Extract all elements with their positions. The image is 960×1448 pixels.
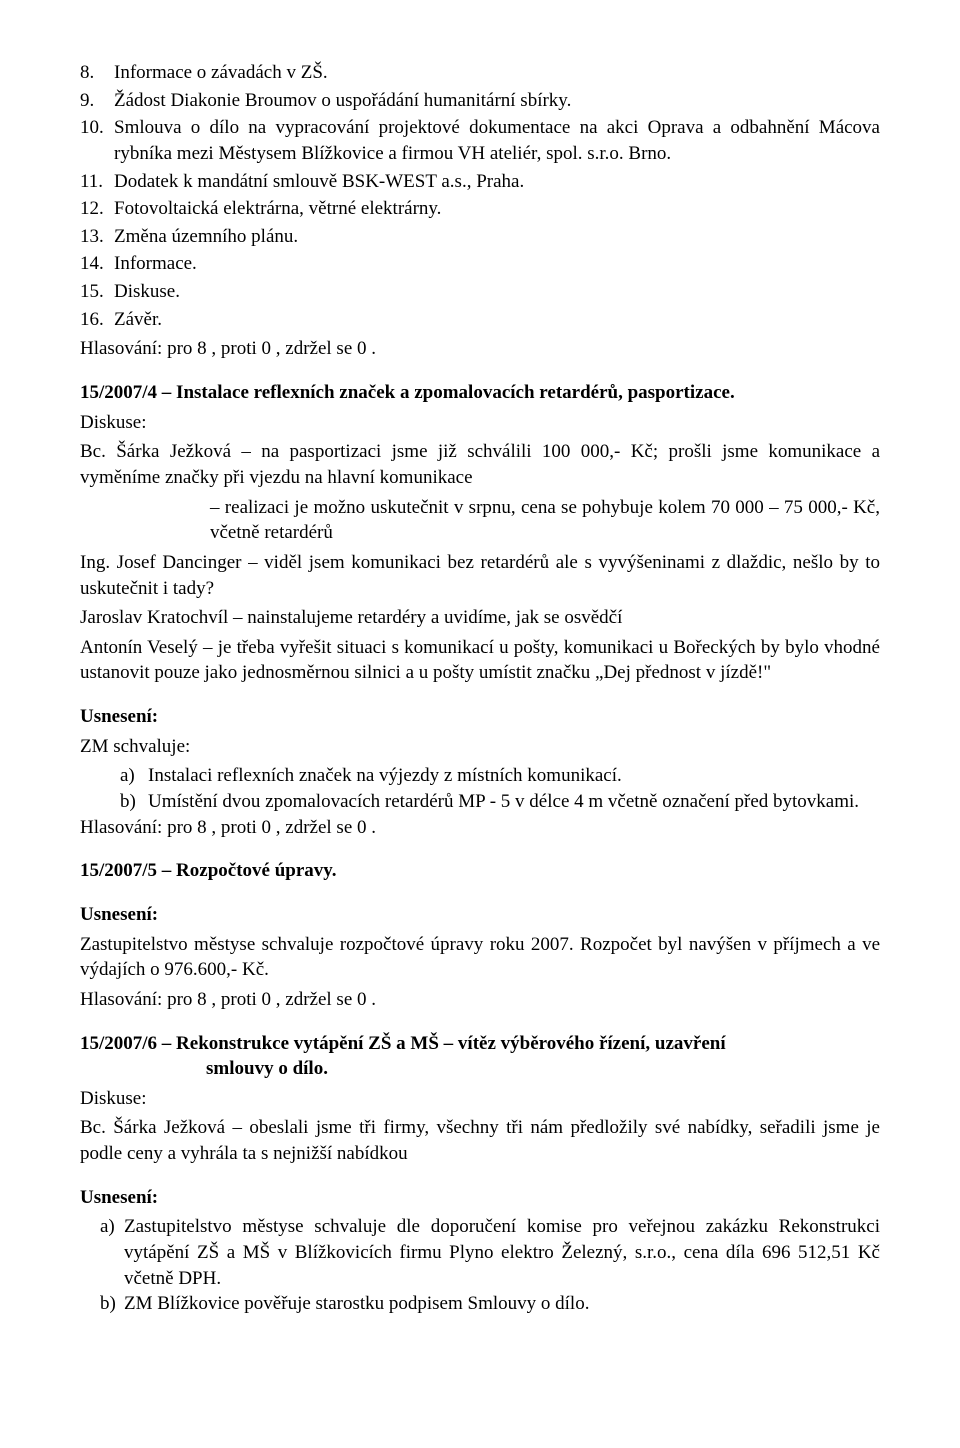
- letter-a: a): [100, 1214, 124, 1291]
- diskuse-label: Diskuse:: [80, 410, 880, 436]
- agenda-item: 16. Závěr.: [80, 307, 880, 333]
- agenda-num: 11.: [80, 169, 114, 195]
- zm-schvaluje-label: ZM schvaluje:: [80, 734, 880, 760]
- agenda-num: 9.: [80, 88, 114, 114]
- discussion-entry: Antonín Veselý – je třeba vyřešit situac…: [80, 635, 880, 686]
- resolution-text: Zastupitelstvo městyse schvaluje rozpočt…: [80, 932, 880, 983]
- resolution-text: Zastupitelstvo městyse schvaluje dle dop…: [124, 1214, 880, 1291]
- vote-result: Hlasování: pro 8 , proti 0 , zdržel se 0…: [80, 336, 880, 362]
- vote-result: Hlasování: pro 8 , proti 0 , zdržel se 0…: [80, 815, 880, 841]
- letter-a: a): [120, 763, 148, 789]
- letter-b: b): [100, 1291, 124, 1317]
- section-heading-6-line1: 15/2007/6 – Rekonstrukce vytápění ZŠ a M…: [80, 1031, 880, 1057]
- agenda-text: Informace o závadách v ZŠ.: [114, 60, 328, 86]
- section-heading-4: 15/2007/4 – Instalace reflexních značek …: [80, 380, 880, 406]
- agenda-item: 14. Informace.: [80, 251, 880, 277]
- agenda-item: 15. Diskuse.: [80, 279, 880, 305]
- discussion-entry: Ing. Josef Dancinger – viděl jsem komuni…: [80, 550, 880, 601]
- agenda-text: Informace.: [114, 251, 197, 277]
- resolution-item-b: b) Umístění dvou zpomalovacích retardérů…: [120, 789, 880, 815]
- agenda-text: Fotovoltaická elektrárna, větrné elektrá…: [114, 196, 441, 222]
- discussion-entry: Bc. Šárka Ježková – na pasportizaci jsme…: [80, 439, 880, 490]
- agenda-item: 11. Dodatek k mandátní smlouvě BSK-WEST …: [80, 169, 880, 195]
- agenda-item: 8. Informace o závadách v ZŠ.: [80, 60, 880, 86]
- agenda-num: 16.: [80, 307, 114, 333]
- agenda-num: 12.: [80, 196, 114, 222]
- resolution-item-b: b) ZM Blížkovice pověřuje starostku podp…: [100, 1291, 880, 1317]
- resolution-item-a: a) Zastupitelstvo městyse schvaluje dle …: [100, 1214, 880, 1291]
- agenda-list: 8. Informace o závadách v ZŠ. 9. Žádost …: [80, 60, 880, 332]
- section-heading-5: 15/2007/5 – Rozpočtové úpravy.: [80, 858, 880, 884]
- agenda-text: Změna územního plánu.: [114, 224, 298, 250]
- agenda-num: 8.: [80, 60, 114, 86]
- usneseni-label: Usnesení:: [80, 902, 880, 928]
- resolution-text: Instalaci reflexních značek na výjezdy z…: [148, 763, 622, 789]
- usneseni-label: Usnesení:: [80, 704, 880, 730]
- discussion-entry: Jaroslav Kratochvíl – nainstalujeme reta…: [80, 605, 880, 631]
- agenda-num: 13.: [80, 224, 114, 250]
- agenda-item: 9. Žádost Diakonie Broumov o uspořádání …: [80, 88, 880, 114]
- agenda-num: 14.: [80, 251, 114, 277]
- agenda-num: 10.: [80, 115, 114, 166]
- agenda-text: Dodatek k mandátní smlouvě BSK-WEST a.s.…: [114, 169, 524, 195]
- letter-b: b): [120, 789, 148, 815]
- resolution-item-a: a) Instalaci reflexních značek na výjezd…: [120, 763, 880, 789]
- resolution-text: Umístění dvou zpomalovacích retardérů MP…: [148, 789, 859, 815]
- diskuse-label: Diskuse:: [80, 1086, 880, 1112]
- agenda-text: Smlouva o dílo na vypracování projektové…: [114, 115, 880, 166]
- agenda-num: 15.: [80, 279, 114, 305]
- agenda-item: 13. Změna územního plánu.: [80, 224, 880, 250]
- agenda-text: Diskuse.: [114, 279, 180, 305]
- section-heading-6-line2: smlouvy o dílo.: [206, 1056, 880, 1082]
- agenda-text: Závěr.: [114, 307, 162, 333]
- usneseni-label: Usnesení:: [80, 1185, 880, 1211]
- resolution-text: ZM Blížkovice pověřuje starostku podpise…: [124, 1291, 589, 1317]
- agenda-text: Žádost Diakonie Broumov o uspořádání hum…: [114, 88, 571, 114]
- agenda-item: 12. Fotovoltaická elektrárna, větrné ele…: [80, 196, 880, 222]
- discussion-subentry: – realizaci je možno uskutečnit v srpnu,…: [210, 495, 880, 546]
- discussion-entry: Bc. Šárka Ježková – obeslali jsme tři fi…: [80, 1115, 880, 1166]
- agenda-item: 10. Smlouva o dílo na vypracování projek…: [80, 115, 880, 166]
- vote-result: Hlasování: pro 8 , proti 0 , zdržel se 0…: [80, 987, 880, 1013]
